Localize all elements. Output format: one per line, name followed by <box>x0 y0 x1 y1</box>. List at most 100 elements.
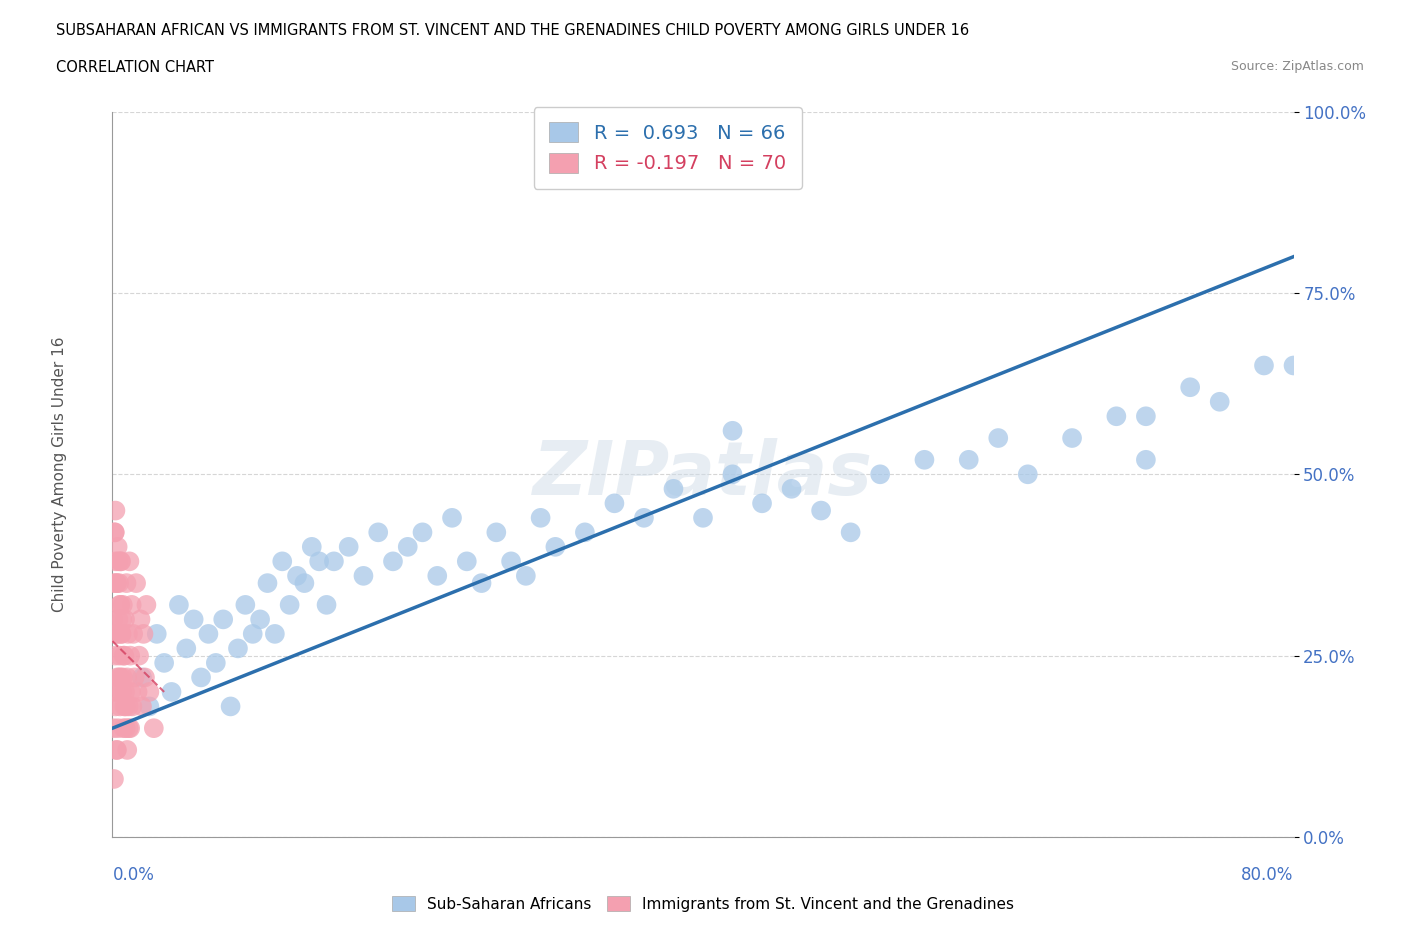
Point <box>107 721 129 736</box>
Point <box>122 627 145 642</box>
Point <box>111 684 134 699</box>
Point <box>111 670 134 684</box>
Point <box>441 511 464 525</box>
Point <box>285 568 308 583</box>
Point <box>278 597 301 612</box>
Point <box>107 539 129 554</box>
Point <box>751 496 773 511</box>
Point <box>190 670 212 684</box>
Point <box>118 721 141 736</box>
Legend: R =  0.693   N = 66, R = -0.197   N = 70: R = 0.693 N = 66, R = -0.197 N = 70 <box>534 107 801 189</box>
Point <box>107 684 129 699</box>
Point <box>131 699 153 714</box>
Legend: Sub-Saharan Africans, Immigrants from St. Vincent and the Grenadines: Sub-Saharan Africans, Immigrants from St… <box>385 889 1021 918</box>
Point <box>114 699 136 714</box>
Point <box>107 554 129 569</box>
Point <box>103 721 125 736</box>
Point <box>108 699 131 714</box>
Point <box>212 612 235 627</box>
Point <box>120 684 142 699</box>
Point <box>153 656 176 671</box>
Point <box>105 742 128 757</box>
Point <box>396 539 419 554</box>
Point <box>114 684 136 699</box>
Point <box>264 627 287 642</box>
Point <box>426 568 449 583</box>
Point <box>233 597 256 612</box>
Point <box>456 554 478 569</box>
Point <box>127 684 149 699</box>
Point <box>132 627 155 642</box>
Text: SUBSAHARAN AFRICAN VS IMMIGRANTS FROM ST. VINCENT AND THE GRENADINES CHILD POVER: SUBSAHARAN AFRICAN VS IMMIGRANTS FROM ST… <box>56 23 969 38</box>
Point <box>1282 358 1305 373</box>
Point <box>108 576 131 591</box>
Point <box>242 627 264 642</box>
Point <box>128 648 150 663</box>
Point <box>107 627 129 642</box>
Point <box>110 627 132 642</box>
Point <box>301 539 323 554</box>
Point <box>103 576 125 591</box>
Text: Child Poverty Among Girls Under 16: Child Poverty Among Girls Under 16 <box>52 337 67 612</box>
Point <box>692 511 714 525</box>
Point <box>226 641 249 656</box>
Point <box>110 554 132 569</box>
Point <box>412 525 434 539</box>
Text: ZIPatlas: ZIPatlas <box>533 438 873 511</box>
Point <box>574 525 596 539</box>
Point <box>104 525 127 539</box>
Point <box>115 576 138 591</box>
Point <box>146 627 169 642</box>
Point <box>117 627 139 642</box>
Point <box>662 482 685 497</box>
Point <box>104 648 127 663</box>
Point <box>352 568 374 583</box>
Point <box>131 670 153 684</box>
Point <box>1253 358 1275 373</box>
Point <box>337 539 360 554</box>
Point <box>839 525 862 539</box>
Point <box>114 612 136 627</box>
Text: 80.0%: 80.0% <box>1241 866 1294 884</box>
Point <box>174 641 197 656</box>
Point <box>633 511 655 525</box>
Point <box>544 539 567 554</box>
Point <box>134 670 156 684</box>
Point <box>315 597 337 612</box>
Point <box>135 597 157 612</box>
Point <box>160 684 183 699</box>
Point <box>125 576 148 591</box>
Point <box>1062 431 1084 445</box>
Point <box>111 612 134 627</box>
Point <box>114 721 136 736</box>
Point <box>1105 409 1128 424</box>
Point <box>117 742 138 757</box>
Point <box>256 576 278 591</box>
Point <box>382 554 405 569</box>
Point <box>105 576 128 591</box>
Point <box>780 482 803 497</box>
Point <box>112 648 135 663</box>
Point <box>470 576 494 591</box>
Point <box>721 467 744 482</box>
Point <box>197 627 219 642</box>
Point <box>515 568 537 583</box>
Point <box>129 612 152 627</box>
Point <box>120 721 142 736</box>
Point <box>104 554 127 569</box>
Point <box>121 597 143 612</box>
Point <box>367 525 389 539</box>
Point <box>1135 409 1157 424</box>
Point <box>249 612 271 627</box>
Point <box>603 496 626 511</box>
Point <box>501 554 523 569</box>
Point <box>1135 452 1157 467</box>
Point <box>110 670 132 684</box>
Text: Source: ZipAtlas.com: Source: ZipAtlas.com <box>1230 60 1364 73</box>
Point <box>107 612 129 627</box>
Point <box>104 699 127 714</box>
Point <box>529 511 551 525</box>
Point <box>219 699 242 714</box>
Point <box>721 423 744 438</box>
Point <box>121 699 143 714</box>
